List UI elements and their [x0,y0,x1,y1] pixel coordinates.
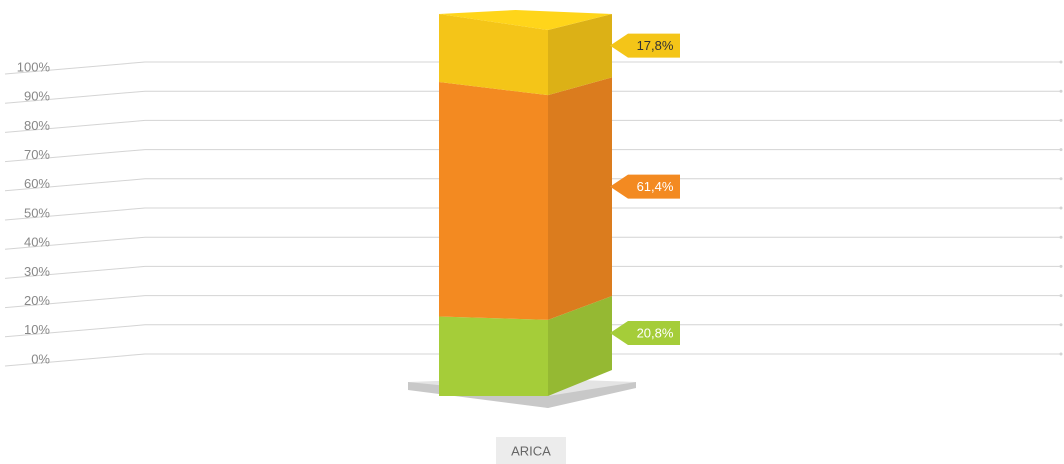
y-tick-label: 20% [24,293,50,308]
category-box [496,437,566,464]
grid-line [4,90,1060,104]
value-label-tag [610,33,680,58]
grid-end [1059,118,1063,122]
value-label: 20,8% [637,325,674,340]
value-label: 17,8% [637,38,674,53]
bar-front [439,14,548,96]
y-tick-label: 100% [17,59,51,74]
y-tick-label: 80% [24,118,50,133]
grid-end [1059,177,1063,181]
grid-line [4,265,1060,279]
bar-segment [439,295,612,396]
grid-end [1059,235,1063,239]
y-tick-label: 50% [24,205,50,220]
y-tick-label: 70% [24,147,50,162]
bar-side [548,77,612,320]
x-tick-label: ARICA [511,443,551,458]
grid-line [4,149,1060,163]
bar-front [439,316,548,396]
y-tick-label: 90% [24,89,50,104]
bar-side [548,14,612,96]
grid-line [4,119,1060,133]
grid-line [4,353,1060,367]
grid-end [1059,89,1063,93]
grid-end [1059,264,1063,268]
value-label: 61,4% [637,179,674,194]
bar-side [548,295,612,396]
grid-end [1059,294,1063,298]
bar-segment [439,77,612,320]
bar-segment [439,10,612,96]
grid-line [4,178,1060,192]
grid-line [4,324,1060,338]
grid-end [1059,148,1063,152]
grid-end [1059,60,1063,64]
grid-end [1059,352,1063,356]
grid-line [4,61,1060,75]
bar-front [439,81,548,320]
y-tick-label: 0% [31,351,50,366]
y-tick-label: 10% [24,322,50,337]
bar-top [439,10,612,30]
grid-line [4,236,1060,250]
grid-end [1059,323,1063,327]
grid-end [1059,206,1063,210]
grid-line [4,295,1060,309]
grid-line [4,207,1060,221]
value-label-tag [610,320,680,345]
value-label-tag [610,174,680,199]
y-tick-label: 40% [24,235,50,250]
y-tick-label: 60% [24,176,50,191]
y-tick-label: 30% [24,264,50,279]
